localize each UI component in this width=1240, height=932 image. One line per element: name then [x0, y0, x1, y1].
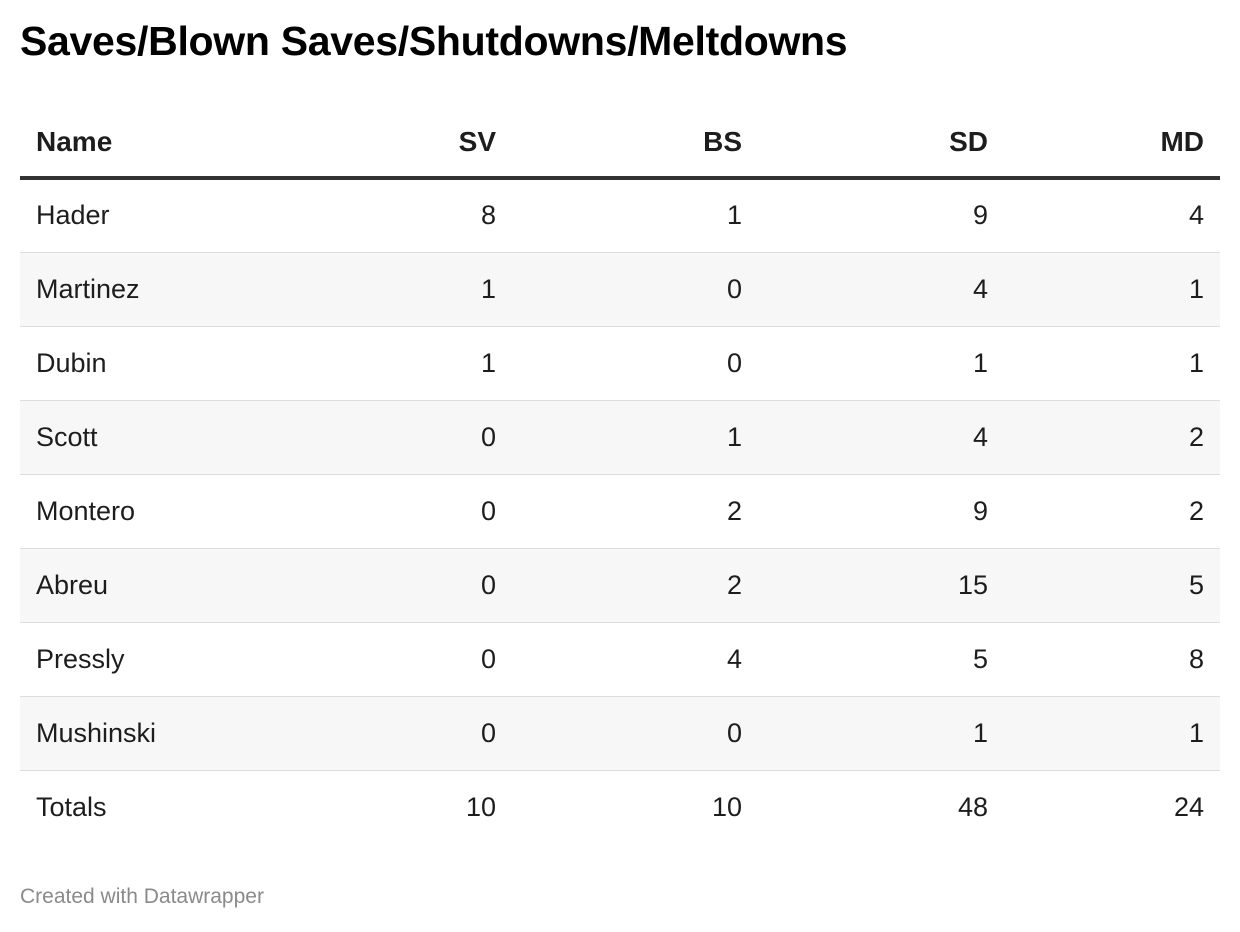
cell-sd: 1	[758, 696, 1004, 771]
table-row: Scott 0 1 4 2	[20, 400, 1220, 475]
cell-sv: 0	[266, 548, 512, 623]
cell-md: 4	[1004, 178, 1220, 253]
column-header-md[interactable]: MD	[1004, 108, 1220, 180]
cell-md: 2	[1004, 474, 1220, 549]
cell-sd: 1	[758, 326, 1004, 401]
row-name-cell: Scott	[20, 400, 266, 475]
cell-md: 1	[1004, 696, 1220, 771]
table-body: Hader 8 1 9 4 Martinez 1 0 4 1 Dubin 1 0 1 1 Scott 0 1 4 2 M…	[20, 178, 1220, 844]
column-header-sd[interactable]: SD	[758, 108, 1004, 180]
table-row: Dubin 1 0 1 1	[20, 326, 1220, 401]
cell-sv: 8	[266, 178, 512, 253]
cell-md: 5	[1004, 548, 1220, 623]
cell-bs: 1	[512, 400, 758, 475]
table-row: Abreu 0 2 15 5	[20, 548, 1220, 623]
cell-sd: 5	[758, 622, 1004, 697]
row-name-cell: Montero	[20, 474, 266, 549]
cell-bs: 1	[512, 178, 758, 253]
cell-sd: 48	[957, 791, 988, 822]
table-row: Montero 0 2 9 2	[20, 474, 1220, 549]
cell-sd: 9	[758, 178, 1004, 253]
column-header-sv[interactable]: SV	[266, 108, 512, 180]
cell-sd: 9	[758, 474, 1004, 549]
table-row: Pressly 0 4 5 8	[20, 622, 1220, 697]
data-table-container: Name SV BS SD MD Hader 8 1 9 4 Martinez 1 0 4 1 Dubin 1…	[20, 108, 1220, 844]
cell-md: 8	[1004, 622, 1220, 697]
cell-bs: 4	[512, 622, 758, 697]
row-name-cell: Totals	[36, 791, 107, 822]
row-name-cell: Mushinski	[20, 696, 266, 771]
column-header-name[interactable]: Name	[20, 108, 266, 180]
cell-bs: 2	[512, 474, 758, 549]
cell-bs: 2	[512, 548, 758, 623]
table-header: Name SV BS SD MD	[20, 108, 1220, 180]
cell-sv: 10	[465, 791, 496, 822]
row-name-cell: Martinez	[20, 252, 266, 327]
cell-sd: 4	[758, 252, 1004, 327]
column-header-bs[interactable]: BS	[512, 108, 758, 180]
totals-row: Totals 10 10 48 24	[20, 770, 1220, 844]
cell-md: 1	[1004, 252, 1220, 327]
table-row: Hader 8 1 9 4	[20, 178, 1220, 253]
cell-bs: 0	[512, 326, 758, 401]
data-table: Name SV BS SD MD Hader 8 1 9 4 Martinez 1 0 4 1 Dubin 1…	[20, 108, 1220, 844]
cell-sv: 1	[266, 252, 512, 327]
cell-md: 2	[1004, 400, 1220, 475]
row-name-cell: Dubin	[20, 326, 266, 401]
cell-md: 1	[1004, 326, 1220, 401]
cell-md: 24	[1173, 791, 1204, 822]
row-name-cell: Abreu	[20, 548, 266, 623]
cell-sv: 0	[266, 474, 512, 549]
cell-bs: 0	[512, 252, 758, 327]
table-title: Saves/Blown Saves/Shutdowns/Meltdowns	[20, 18, 848, 64]
header-row: Name SV BS SD MD	[20, 108, 1220, 180]
cell-sv: 0	[266, 696, 512, 771]
credit-footer: Created with Datawrapper	[20, 885, 264, 908]
cell-sv: 1	[266, 326, 512, 401]
row-name-cell: Pressly	[20, 622, 266, 697]
cell-sv: 0	[266, 622, 512, 697]
cell-bs: 10	[711, 791, 742, 822]
cell-bs: 0	[512, 696, 758, 771]
row-name-cell: Hader	[20, 178, 266, 253]
cell-sd: 4	[758, 400, 1004, 475]
table-row: Martinez 1 0 4 1	[20, 252, 1220, 327]
table-row: Mushinski 0 0 1 1	[20, 696, 1220, 771]
cell-sv: 0	[266, 400, 512, 475]
cell-sd: 15	[758, 548, 1004, 623]
